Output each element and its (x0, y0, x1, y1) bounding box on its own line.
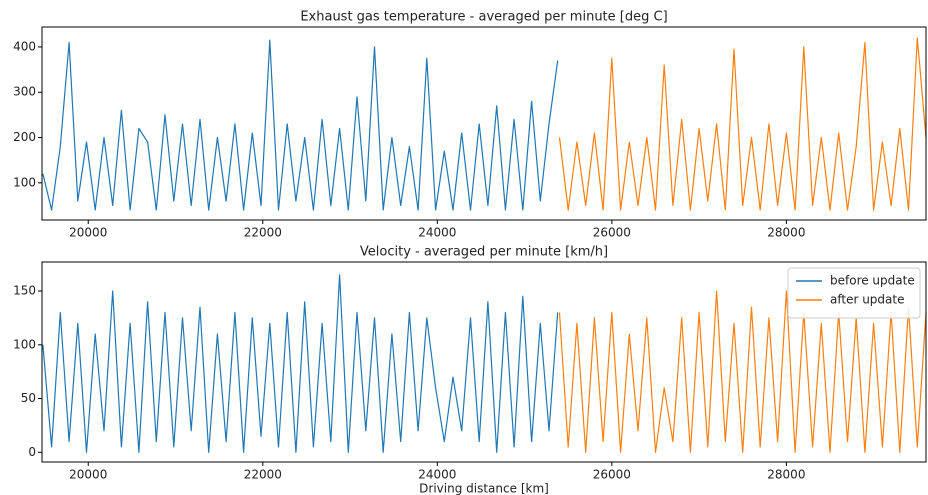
plot-frame (41, 261, 927, 463)
data-line (558, 290, 926, 453)
y-tick-label: 300 (13, 85, 36, 99)
x-tick-label: 20000 (69, 468, 107, 482)
x-tick-label: 22000 (244, 226, 282, 240)
y-tick-label: 100 (13, 175, 36, 189)
y-tick-label: 400 (13, 39, 36, 53)
x-tick-label: 26000 (593, 468, 631, 482)
data-line (558, 37, 926, 211)
x-tick-label: 26000 (593, 226, 631, 240)
x-axis-label: Driving distance [km] (419, 482, 549, 495)
y-tick-label: 100 (13, 337, 36, 351)
y-tick-label: 150 (13, 284, 36, 298)
plot-area (42, 37, 926, 211)
x-tick-label: 20000 (69, 226, 107, 240)
legend-label: after update (830, 293, 904, 307)
legend-label: before update (830, 274, 915, 288)
x-tick-label: 28000 (767, 468, 805, 482)
chart-title: Velocity - averaged per minute [km/h] (360, 245, 608, 260)
chart-title: Exhaust gas temperature - averaged per m… (300, 10, 667, 25)
y-tick-label: 50 (21, 391, 36, 405)
plot-area (42, 274, 926, 453)
data-line (42, 274, 559, 453)
x-tick-label: 24000 (418, 226, 456, 240)
y-tick-label: 0 (28, 445, 36, 459)
x-tick-label: 22000 (244, 468, 282, 482)
x-tick-label: 24000 (418, 468, 456, 482)
data-line (42, 39, 559, 211)
x-tick-label: 28000 (767, 226, 805, 240)
plot-frame (41, 26, 927, 221)
y-tick-label: 200 (13, 130, 36, 144)
